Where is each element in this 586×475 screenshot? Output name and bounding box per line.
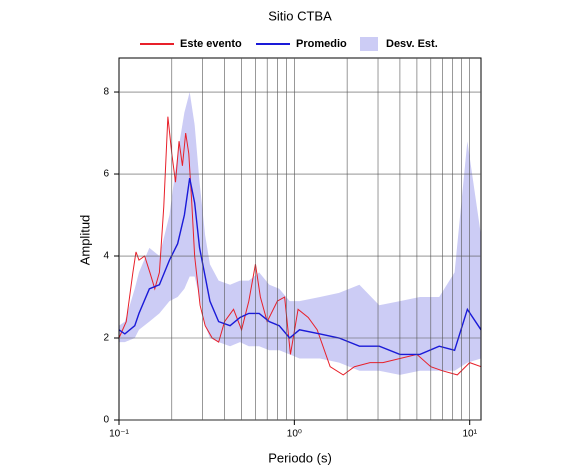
legend-label: Promedio — [296, 38, 347, 50]
y-axis-label: Amplitud — [77, 215, 92, 266]
legend-label: Desv. Est. — [386, 38, 438, 50]
std-band — [119, 92, 481, 375]
x-tick-label: 10¹ — [462, 429, 477, 440]
series-line — [119, 116, 481, 376]
x-tick-label: 10⁰ — [287, 429, 302, 440]
legend-swatch — [360, 37, 378, 51]
legend-label: Este evento — [180, 38, 242, 50]
x-tick-label: 10⁻¹ — [109, 429, 129, 440]
x-axis-label: Periodo (s) — [268, 450, 332, 465]
y-tick-label: 0 — [103, 415, 109, 426]
chart-title: Sitio CTBA — [268, 8, 332, 23]
plot-area — [119, 92, 481, 376]
y-tick-label: 8 — [103, 87, 109, 98]
y-tick-label: 6 — [103, 169, 109, 180]
y-tick-label: 2 — [103, 333, 109, 344]
series-line — [119, 177, 481, 356]
y-tick-label: 4 — [103, 251, 109, 262]
